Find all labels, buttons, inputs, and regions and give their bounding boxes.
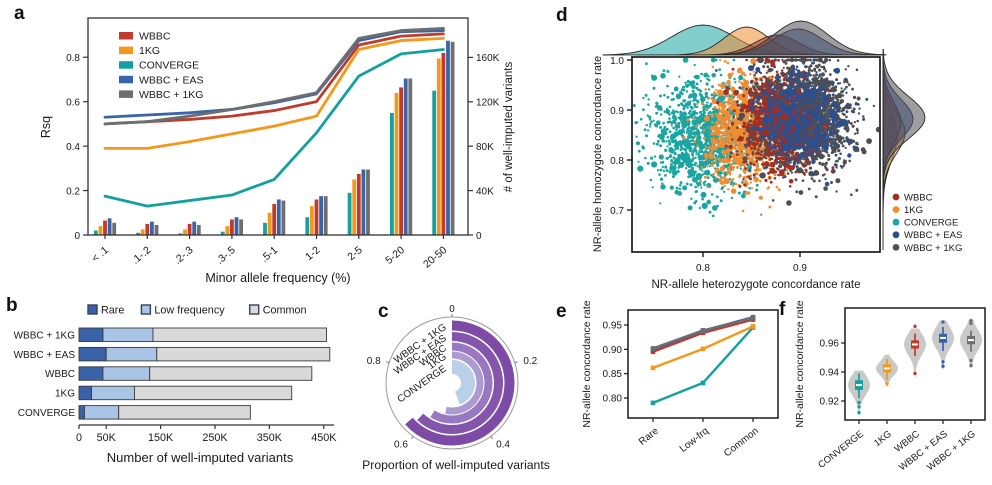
- svg-text:Low frequency: Low frequency: [154, 305, 225, 317]
- panel-f-boxes: [855, 318, 975, 415]
- panel-a-chart: 0 0.2 0.4 0.6 0.8 0 40K 80K 120K 160K < .1 .1-.2 .2-…: [39, 17, 515, 285]
- panel-d-chart: 0.8 0.91.00.90.80.7 NR-allele heterozygote…: [592, 20, 962, 291]
- panel-d-top-density: [602, 20, 887, 56]
- svg-text:20-50: 20-50: [421, 244, 449, 271]
- panel-d-label: d: [556, 5, 568, 26]
- svg-text:WBBC: WBBC: [45, 369, 75, 380]
- svg-text:50K: 50K: [97, 432, 117, 444]
- svg-text:CONVERGE: CONVERGE: [18, 408, 76, 419]
- svg-text:150K: 150K: [148, 432, 174, 444]
- svg-text:WBBC + EAS: WBBC + EAS: [139, 74, 203, 86]
- svg-text:CONVERGE: CONVERGE: [139, 60, 199, 72]
- svg-text:WBBC + EAS: WBBC + EAS: [14, 350, 76, 361]
- svg-text:0.2: 0.2: [523, 356, 537, 367]
- svg-text:40K: 40K: [476, 186, 494, 197]
- svg-text:0.8: 0.8: [367, 356, 381, 367]
- svg-text:2-5: 2-5: [345, 244, 364, 263]
- panel-c-label: c: [378, 301, 389, 322]
- svg-text:WBBC + 1KG: WBBC + 1KG: [14, 330, 76, 341]
- svg-text:0.4: 0.4: [66, 142, 80, 153]
- svg-text:.3-.5: .3-.5: [214, 244, 238, 267]
- svg-text:80K: 80K: [476, 142, 494, 153]
- panel-d-x-axis-label: NR-allele heterozygote concordance rate: [651, 279, 860, 291]
- svg-text:.5-1: .5-1: [259, 244, 281, 265]
- panel-a-y-axis-label: Rsq: [39, 116, 53, 138]
- panel-a-bars: [93, 40, 455, 236]
- panel-f-y-axis-label: NR-allele concordance rate: [794, 300, 806, 427]
- svg-text:.2-.3: .2-.3: [172, 244, 196, 267]
- svg-text:0.4: 0.4: [496, 440, 510, 451]
- panel-c-axis-ticks: 0 0.2 0.4 0.6 0.8: [367, 304, 538, 451]
- panel-a-x-axis-label: Minor allele frequency (%): [205, 271, 350, 285]
- svg-text:0: 0: [476, 231, 482, 242]
- svg-text:0: 0: [74, 231, 80, 242]
- panel-b-axis: 0 50K 150K 250K 350K 450K: [76, 425, 337, 444]
- svg-text:1KG: 1KG: [139, 45, 160, 57]
- svg-text:Common: Common: [263, 305, 307, 317]
- panel-e-label: e: [556, 301, 567, 322]
- svg-text:0.8: 0.8: [66, 53, 80, 64]
- panel-d-y-axis-label: NR-allele homozygote concordance rate: [592, 56, 604, 252]
- svg-text:120K: 120K: [476, 98, 500, 109]
- panel-b-legend: Rare Low frequency Common: [87, 304, 307, 317]
- svg-text:WBBC + 1KG: WBBC + 1KG: [139, 89, 203, 101]
- panel-a-label: a: [14, 3, 25, 24]
- panel-b-bars: WBBC + 1KG WBBC + EAS WBBC 1KG CONVERGE: [14, 327, 331, 420]
- svg-text:.1-.2: .1-.2: [129, 244, 153, 267]
- panel-a-legend: WBBC 1KG CONVERGE WBBC + EAS WBBC + 1KG: [119, 31, 203, 101]
- svg-text:0.2: 0.2: [66, 186, 80, 197]
- svg-text:Rare: Rare: [101, 305, 124, 317]
- svg-text:0.6: 0.6: [66, 97, 80, 108]
- svg-text:160K: 160K: [476, 53, 500, 64]
- svg-text:250K: 250K: [202, 432, 228, 444]
- svg-text:0: 0: [449, 304, 455, 315]
- panel-a-right-axis-label: # of well-imputed variants: [503, 62, 515, 193]
- panel-c-rings: [405, 320, 515, 446]
- svg-text:0.6: 0.6: [394, 440, 408, 451]
- panel-e-series: [650, 314, 756, 406]
- panel-e-y-axis-label: NR-allele concordance rate: [581, 300, 593, 427]
- svg-text:450K: 450K: [311, 432, 337, 444]
- svg-text:5-20: 5-20: [383, 244, 407, 267]
- svg-text:0: 0: [76, 432, 82, 444]
- panel-b-x-axis-label: Number of well-imputed variants: [107, 450, 294, 465]
- panel-d-scatter: [633, 58, 879, 218]
- panel-f-label: f: [779, 299, 786, 320]
- panel-d-axes: 0.8 0.91.00.90.80.7: [610, 56, 807, 274]
- panel-b-label: b: [6, 295, 18, 316]
- svg-text:1KG: 1KG: [55, 389, 75, 400]
- panel-a-lines: [103, 26, 445, 208]
- svg-text:350K: 350K: [257, 432, 283, 444]
- svg-text:1-2: 1-2: [303, 244, 322, 263]
- svg-text:< .1: < .1: [90, 244, 111, 265]
- panel-d-right-density: [882, 49, 926, 250]
- panel-c-title: Proportion of well-imputed variants: [362, 458, 550, 472]
- svg-text:WBBC: WBBC: [139, 31, 171, 43]
